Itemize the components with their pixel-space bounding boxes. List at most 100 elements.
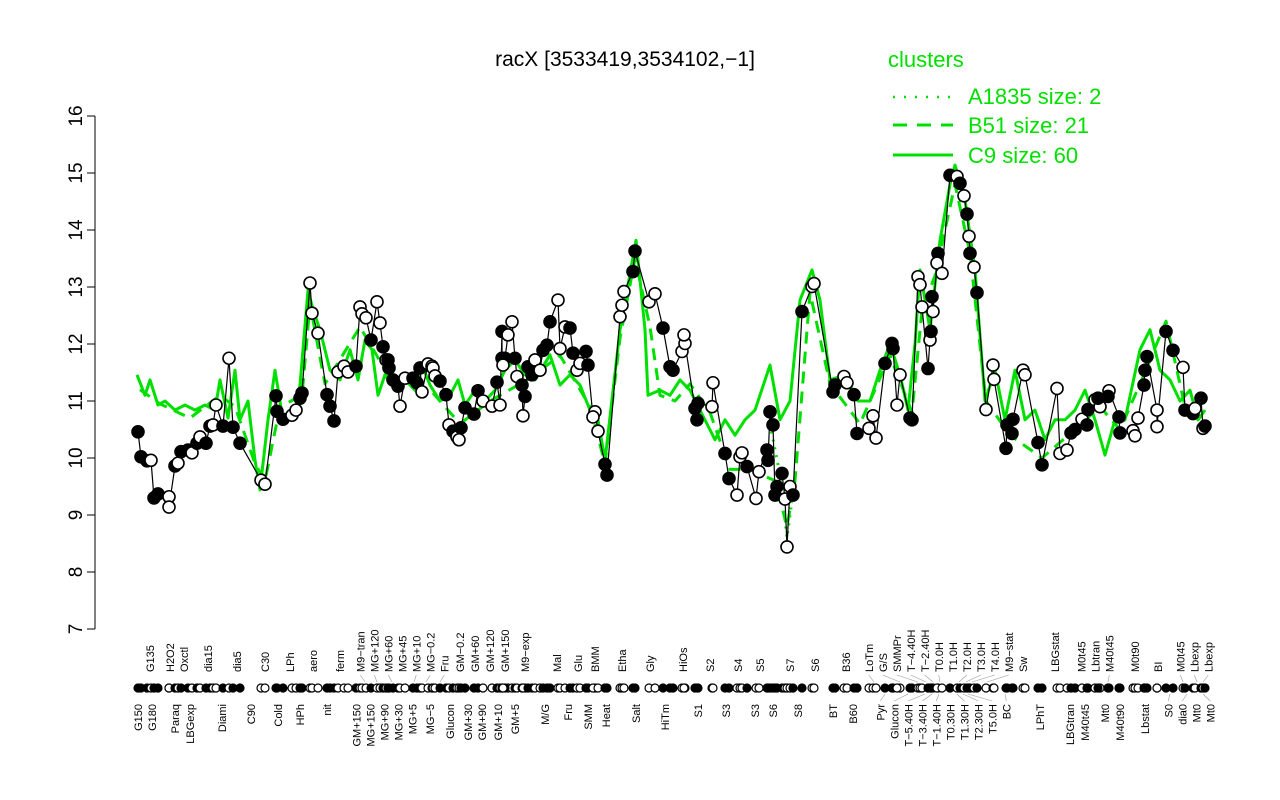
- data-point-open: [705, 399, 719, 414]
- x-label-bottom: T1.30H: [959, 704, 971, 740]
- x-label-top: T3.0H: [976, 642, 988, 672]
- x-label-bottom: BC: [1001, 704, 1013, 719]
- data-point-open: [706, 375, 720, 390]
- rug-marker: [770, 683, 780, 693]
- rug-marker: [972, 683, 982, 693]
- x-label-top: M9−stat: [1004, 633, 1016, 672]
- x-label-leader: [1194, 674, 1198, 683]
- x-label-leader: [967, 693, 993, 702]
- x-label-top: GM+120: [485, 630, 497, 673]
- sample-rug: [133, 683, 1210, 693]
- data-point-filled: [970, 285, 984, 300]
- x-label-leader: [1004, 693, 1007, 702]
- data-point-open: [370, 295, 384, 309]
- data-point-filled: [1006, 412, 1020, 427]
- data-point-filled: [1005, 426, 1019, 441]
- data-point-open: [869, 431, 883, 445]
- x-label-bottom: LBGtran: [1065, 704, 1077, 745]
- data-point-open: [553, 341, 567, 356]
- data-point-open: [730, 488, 744, 502]
- x-label-bottom: G150: [133, 704, 145, 731]
- x-label-top: B36: [841, 652, 853, 672]
- legend-label-a1835: A1835 size: 2: [968, 84, 1101, 109]
- y-tick-label: 11: [66, 391, 87, 411]
- data-point-filled: [1101, 389, 1115, 404]
- x-label-top: T4.0H: [990, 642, 1002, 672]
- data-point-filled: [795, 304, 809, 319]
- x-label-leader: [986, 674, 1009, 683]
- x-label-leader: [962, 693, 979, 702]
- x-label-leader: [938, 674, 941, 683]
- data-point-filled: [763, 405, 777, 419]
- rug-marker: [708, 683, 718, 693]
- data-point-open: [1060, 443, 1074, 457]
- rug-marker: [668, 683, 678, 693]
- rug-marker: [1142, 683, 1152, 693]
- x-label-top: H2O2: [165, 643, 177, 672]
- data-points: [131, 168, 1212, 554]
- x-label-bottom: S6: [768, 704, 780, 717]
- x-label-top: Etha: [617, 648, 629, 672]
- x-label-leader: [1182, 693, 1188, 702]
- x-label-top: GM+60: [470, 636, 482, 672]
- data-point-open: [415, 385, 429, 399]
- y-tick-label: 13: [66, 276, 87, 297]
- rug-marker: [892, 683, 902, 693]
- data-point-filled: [1138, 363, 1152, 378]
- x-label-top: BMM: [590, 646, 602, 672]
- rug-marker: [478, 683, 488, 693]
- data-point-filled: [381, 353, 395, 367]
- rug-marker: [871, 683, 881, 693]
- data-point-filled: [766, 418, 780, 432]
- x-label-bottom: Glucon: [445, 704, 457, 739]
- rug-marker: [1115, 683, 1125, 693]
- data-point-open: [222, 351, 236, 366]
- x-label-bottom: M/G: [540, 704, 552, 725]
- x-label-top: M0t90: [1130, 641, 1142, 672]
- data-point-filled: [722, 471, 736, 486]
- data-point-open: [551, 293, 565, 307]
- data-point-open: [586, 410, 600, 424]
- data-point-open: [617, 284, 631, 299]
- x-label-top: M9−tran: [355, 631, 367, 672]
- x-label-bottom: GM+5: [510, 704, 522, 734]
- data-point-filled: [563, 321, 577, 335]
- data-point-filled: [626, 264, 640, 279]
- x-label-bottom: Diami: [217, 704, 229, 732]
- y-tick-label: 10: [66, 447, 87, 468]
- x-label-leader: [1107, 674, 1110, 683]
- data-point-open: [926, 304, 940, 319]
- rug-marker: [830, 683, 840, 693]
- data-point-open: [1131, 411, 1145, 425]
- x-label-top: Mal: [552, 654, 564, 672]
- data-point-filled: [349, 359, 363, 374]
- data-point-open: [648, 287, 662, 301]
- x-label-bottom: T−5.40H: [903, 704, 915, 747]
- data-point-open: [516, 409, 530, 423]
- x-label-top: G/S: [878, 653, 890, 672]
- data-point-filled: [905, 413, 919, 427]
- data-point-filled: [1166, 343, 1180, 358]
- x-label-bottom: M40t90: [1115, 704, 1127, 741]
- x-label-top: Fru: [439, 656, 451, 673]
- rug-marker: [1093, 683, 1103, 693]
- data-point-filled: [467, 407, 481, 421]
- rug-marker: [788, 683, 798, 693]
- x-label-bottom: Salt: [631, 704, 643, 723]
- data-point-open: [1150, 403, 1164, 417]
- data-point-filled: [1080, 418, 1094, 432]
- data-point-filled: [581, 358, 595, 372]
- x-label-top: ferm: [335, 650, 347, 672]
- x-label-top: Oxctl: [179, 647, 191, 672]
- x-label-leader: [958, 674, 967, 683]
- data-point-filled: [740, 459, 754, 474]
- x-label-top: S6: [810, 659, 822, 672]
- x-label-bottom: GM+90: [477, 704, 489, 740]
- data-point-open: [1176, 360, 1190, 375]
- x-label-top: GM−0.2: [455, 633, 467, 672]
- data-point-open: [913, 277, 927, 292]
- data-point-open: [591, 424, 605, 439]
- rug-marker: [630, 683, 640, 693]
- rug-marker: [852, 683, 862, 693]
- data-point-open: [967, 260, 981, 274]
